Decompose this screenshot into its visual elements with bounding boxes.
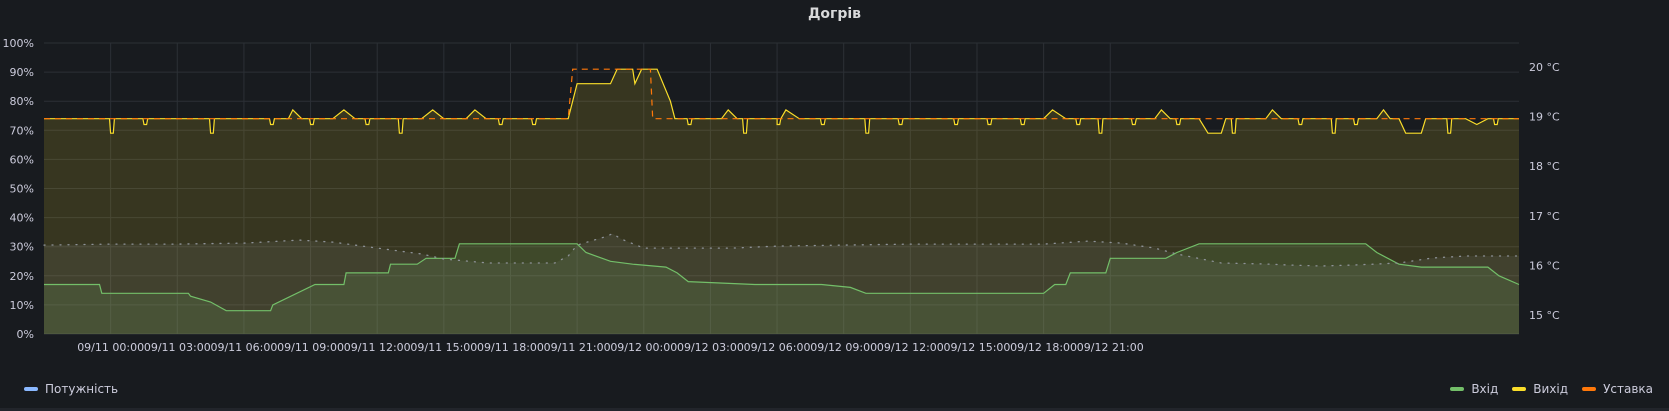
y-left-tick-label: 90% [10, 66, 34, 79]
legend-item-input[interactable]: Вхід [1450, 382, 1498, 396]
x-tick-label: 09/12 06:00 [744, 341, 811, 354]
y-right-tick-label: 17 °C [1529, 210, 1560, 223]
x-tick-label: 09/12 21:00 [1077, 341, 1144, 354]
legend-swatch-power [24, 387, 38, 391]
x-tick-label: 09/12 09:00 [810, 341, 877, 354]
panel-bottom-border [0, 408, 1669, 411]
y-right-tick-label: 18 °C [1529, 160, 1560, 173]
legend-item-setpoint[interactable]: Уставка [1582, 382, 1653, 396]
y-left-tick-label: 100% [3, 37, 34, 50]
series-area-вхід [44, 243, 1519, 334]
legend-right: Вхід Вихід Уставка [1436, 382, 1653, 396]
y-left-tick-label: 0% [17, 328, 34, 341]
legend-item-power[interactable]: Потужність [24, 382, 118, 396]
x-tick-label: 09/11 09:00 [277, 341, 344, 354]
series-line-вхід[interactable] [44, 243, 1520, 312]
panel-title[interactable]: Догрів [807, 6, 862, 22]
x-tick-label: 09/12 00:00 [610, 341, 677, 354]
y-left-tick-label: 40% [10, 212, 34, 225]
x-tick-label: 09/12 03:00 [677, 341, 744, 354]
legend-left: Потужність [24, 382, 118, 396]
x-tick-label: 09/11 21:00 [544, 341, 611, 354]
axis-layer: 0% 10% 20% 30% 40% 50% 60% 70% 80% 90% 100% 15 °C 16… [3, 37, 1560, 354]
x-tick-label: 09/11 18:00 [477, 341, 544, 354]
series-line-вихід[interactable] [44, 68, 1519, 134]
x-tick-label: 09/11 06:00 [210, 341, 277, 354]
x-tick-label: 09/12 15:00 [944, 341, 1011, 354]
legend-swatch-input [1450, 387, 1465, 391]
x-tick-label: 09/11 15:00 [410, 341, 477, 354]
fill-layer [44, 69, 1519, 334]
series-line-уставка[interactable] [44, 68, 1519, 120]
x-tick-label: 09/12 12:00 [877, 341, 944, 354]
legend-label-power: Потужність [45, 382, 119, 396]
grid-layer [44, 42, 1519, 335]
series-area-вихід [44, 69, 1519, 334]
legend-item-output[interactable]: Вихід [1512, 382, 1568, 396]
x-tick-label: 09/11 03:00 [144, 341, 211, 354]
y-right-tick-label: 16 °C [1529, 259, 1560, 272]
y-left-tick-label: 80% [10, 95, 34, 108]
y-left-tick-label: 50% [10, 183, 34, 196]
line-layer [43, 68, 1520, 312]
x-tick-label: 09/12 18:00 [1010, 341, 1077, 354]
y-right-tick-label: 15 °C [1529, 309, 1560, 322]
y-left-tick-label: 30% [10, 241, 34, 254]
y-left-tick-label: 10% [10, 299, 34, 312]
legend-label-setpoint: Уставка [1603, 382, 1653, 396]
y-left-tick-label: 60% [10, 153, 34, 166]
legend-swatch-output [1512, 387, 1527, 391]
x-tick-label: 09/11 00:00 [77, 341, 144, 354]
legend-label-output: Вихід [1533, 382, 1569, 396]
y-right-tick-label: 19 °C [1529, 110, 1560, 123]
y-left-tick-label: 20% [10, 270, 34, 283]
legend-swatch-setpoint [1582, 387, 1597, 391]
legend-label-input: Вхід [1471, 382, 1499, 396]
y-left-tick-label: 70% [10, 124, 34, 137]
x-tick-label: 09/11 12:00 [344, 341, 411, 354]
y-right-tick-label: 20 °C [1529, 61, 1560, 74]
